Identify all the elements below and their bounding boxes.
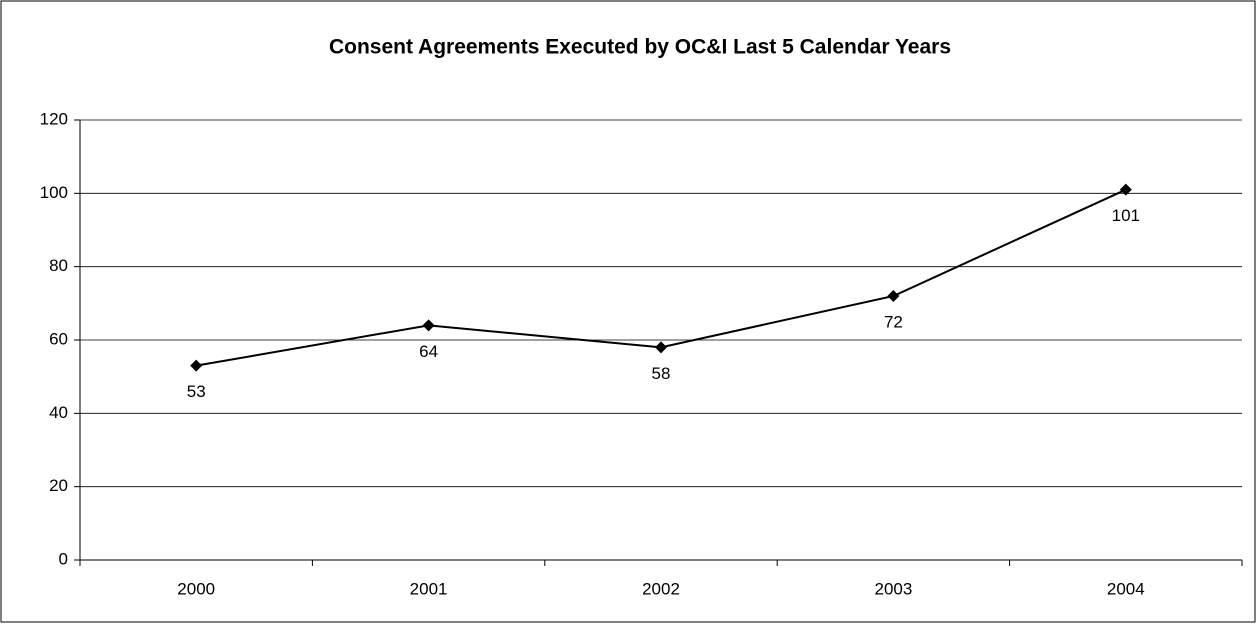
marker bbox=[190, 359, 203, 372]
marker bbox=[655, 341, 667, 354]
marker bbox=[1119, 183, 1132, 196]
marker bbox=[422, 319, 435, 332]
y-tick-label: 120 bbox=[40, 109, 68, 128]
x-tick-label: 2001 bbox=[410, 579, 448, 598]
y-tick-label: 40 bbox=[49, 403, 68, 422]
y-tick-label: 80 bbox=[49, 256, 68, 275]
x-tick-label: 2004 bbox=[1107, 579, 1145, 598]
y-tick-label: 0 bbox=[59, 549, 68, 568]
x-tick-label: 2000 bbox=[177, 579, 215, 598]
data-label: 58 bbox=[652, 364, 671, 383]
y-tick-label: 100 bbox=[40, 183, 68, 202]
data-label: 101 bbox=[1112, 206, 1140, 225]
data-label: 53 bbox=[187, 382, 206, 401]
marker bbox=[887, 290, 900, 302]
y-tick-label: 60 bbox=[49, 329, 68, 348]
y-tick-label: 20 bbox=[49, 476, 68, 495]
chart-title: Consent Agreements Executed by OC&I Last… bbox=[329, 36, 951, 59]
x-tick-label: 2002 bbox=[642, 579, 680, 598]
data-label: 72 bbox=[884, 312, 903, 331]
data-label: 64 bbox=[419, 342, 438, 361]
x-tick-label: 2003 bbox=[874, 579, 912, 598]
